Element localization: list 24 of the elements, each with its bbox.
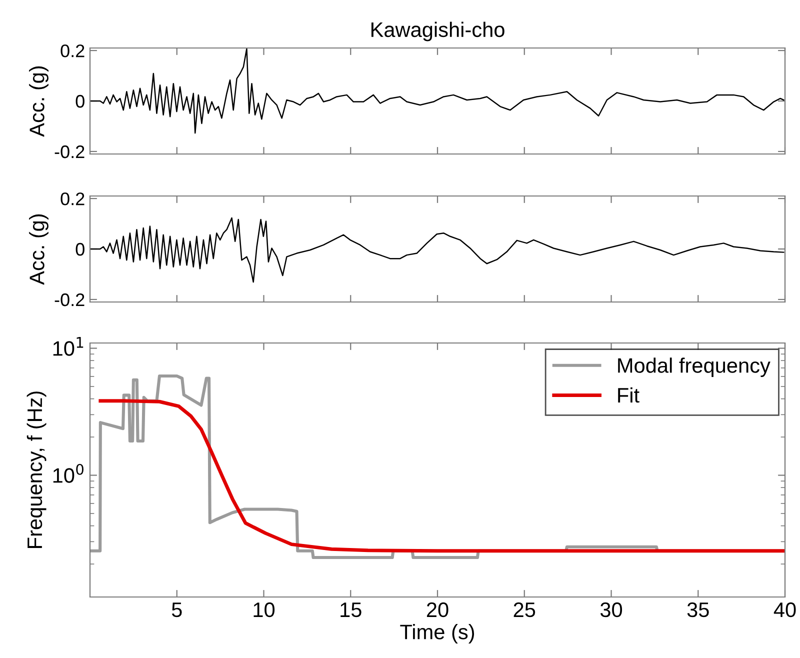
y-tick-label: -0.2 [54, 145, 84, 158]
x-tick-label: 35 [687, 602, 709, 618]
x-axis-title: Time (s) [400, 624, 474, 644]
y-tick-label: 0.2 [60, 192, 84, 206]
legend-label: Modal frequency [618, 358, 770, 378]
x-tick-label: 20 [426, 602, 448, 618]
x-tick-label: 30 [600, 602, 622, 618]
x-tick-label: 25 [514, 602, 536, 618]
y-tick-label: 10$^{0}$ [53, 464, 84, 483]
y-tick-label: 0 [76, 242, 84, 256]
x-tick-label: 40 [774, 602, 796, 618]
y-tick-label: 0.2 [60, 44, 84, 58]
y-axis-title: Acc. (g) [29, 66, 48, 137]
line-series [90, 217, 784, 283]
y-axis-title: Frequency, f (Hz) [26, 392, 46, 548]
y-tick-label: 10$^{1}$ [53, 337, 84, 356]
y-tick-label: -0.2 [54, 293, 84, 306]
x-tick-label: 5 [172, 602, 182, 618]
x-tick-label: 15 [340, 602, 362, 618]
y-axis-title: Acc. (g) [29, 214, 48, 285]
x-tick-label: 10 [254, 602, 275, 618]
y-tick-label: 0 [76, 94, 84, 108]
legend-label: Fit [618, 387, 640, 403]
chart-title: Kawagishi-cho [371, 22, 504, 42]
